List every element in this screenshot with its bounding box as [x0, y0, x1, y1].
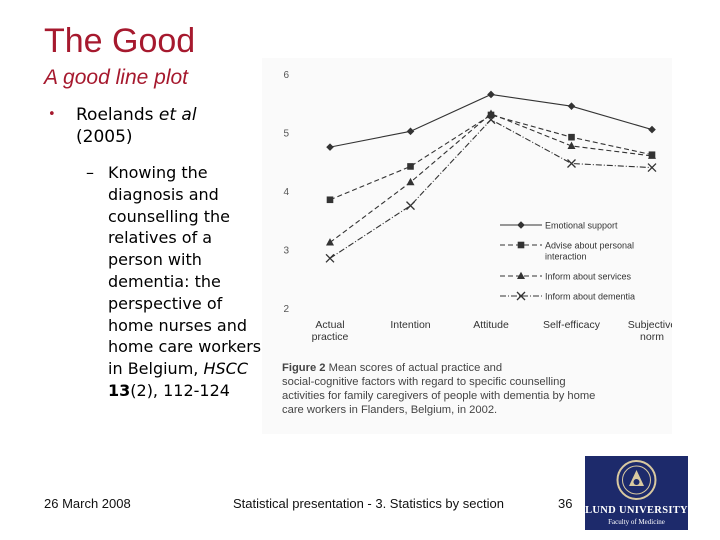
series-marker — [406, 201, 415, 211]
y-tick-label: 4 — [283, 187, 289, 198]
series-marker — [516, 291, 526, 301]
reference-author: Roelands — [76, 105, 154, 125]
series-marker — [406, 177, 415, 186]
y-tick-label: 5 — [283, 129, 289, 140]
journal-issue-pages: (2), 112-124 — [130, 380, 230, 400]
x-tick-label: Self-efficacy — [543, 319, 601, 331]
university-logo: LUND UNIVERSITY Faculty of Medicine — [585, 456, 688, 530]
series-emotional-support — [326, 90, 656, 151]
series-line — [329, 114, 653, 201]
reference-etal: et al — [158, 105, 197, 125]
caption-text: Figure 2 Mean scores of actual practice … — [282, 362, 595, 416]
caption-line: Mean scores of actual practice and — [329, 362, 503, 374]
series-line — [329, 113, 653, 243]
y-tick-label: 3 — [283, 246, 289, 257]
series-marker — [325, 253, 335, 263]
footer-date: 26 March 2008 — [44, 496, 131, 511]
series-marker — [517, 221, 525, 229]
logo-university-name: LUND UNIVERSITY — [585, 505, 688, 516]
chart-legend: Emotional support Advise about personalin… — [500, 221, 635, 302]
series-advise-about-personal-interaction — [326, 111, 656, 204]
bullet-dot: • — [48, 107, 56, 122]
y-tick-label: 6 — [283, 70, 289, 81]
series-marker — [648, 125, 656, 134]
university-seal-icon — [616, 460, 657, 500]
series-marker — [567, 159, 576, 168]
reference-text: Roelands et al (2005) — [76, 104, 276, 148]
series-marker — [517, 241, 525, 249]
y-axis: 2 3 4 5 6 — [283, 70, 289, 315]
legend-label: Inform about dementia — [545, 292, 635, 302]
series-inform-about-dementia — [325, 115, 657, 263]
page-number: 36 — [558, 496, 573, 511]
logo-faculty-name: Faculty of Medicine — [608, 518, 665, 526]
slide-title: The Good — [44, 22, 196, 60]
series-line — [329, 93, 653, 148]
journal-volume: 13 — [108, 380, 131, 400]
caption-line: care workers in Flanders, Belgium, in 20… — [282, 404, 497, 416]
legend-item: Inform about services — [500, 272, 632, 282]
series-layer — [325, 90, 657, 263]
series-marker — [407, 163, 414, 170]
caption-line: activities for family caregivers of peop… — [282, 390, 595, 402]
journal-name: HSCC — [203, 359, 248, 379]
paper-title: Knowing the diagnosis and counselling th… — [108, 163, 262, 379]
legend-item: Emotional support — [500, 221, 618, 231]
series-marker — [487, 109, 495, 117]
series-marker — [326, 143, 334, 151]
series-marker — [567, 102, 576, 110]
series-marker — [517, 271, 525, 279]
x-tick-label: Intention — [390, 319, 430, 331]
series-marker — [326, 196, 334, 204]
series-inform-about-services — [326, 109, 656, 246]
series-marker — [647, 163, 657, 173]
y-tick-label: 2 — [283, 304, 289, 315]
series-marker — [486, 115, 496, 125]
series-marker — [568, 133, 575, 141]
x-tick-label: Subjective — [628, 319, 672, 331]
legend-label: Inform about services — [545, 272, 632, 282]
caption-line: social-cognitive factors with regard to … — [282, 376, 566, 388]
x-tick-label: Actual — [315, 319, 344, 331]
legend-item: Inform about dementia — [500, 292, 635, 302]
reference-detail-text: Knowing the diagnosis and counselling th… — [108, 162, 270, 402]
figure-caption: Figure 2 Mean scores of actual practice … — [282, 362, 595, 416]
series-marker — [326, 238, 334, 246]
figure-panel: 2 3 4 5 6 Actual practice Intention Attitude Sel… — [262, 58, 672, 434]
series-marker — [567, 141, 576, 149]
series-marker — [487, 90, 495, 99]
x-tick-label: norm — [640, 331, 664, 343]
x-tick-label: practice — [312, 331, 349, 343]
paper-country: Belgium, — [127, 359, 199, 379]
series-marker — [648, 151, 656, 159]
sub-bullet-dash: – — [86, 163, 94, 182]
legend-label: Advise about personal — [545, 241, 634, 251]
x-tick-label: Attitude — [473, 319, 509, 331]
reference-year: (2005) — [76, 127, 133, 147]
footer-title: Statistical presentation - 3. Statistics… — [233, 496, 504, 511]
slide-subtitle: A good line plot — [44, 66, 188, 89]
series-line — [329, 118, 653, 259]
legend-label: Emotional support — [545, 221, 618, 231]
caption-label: Figure 2 — [282, 362, 329, 374]
series-marker — [406, 127, 415, 136]
legend-label: interaction — [545, 252, 587, 262]
